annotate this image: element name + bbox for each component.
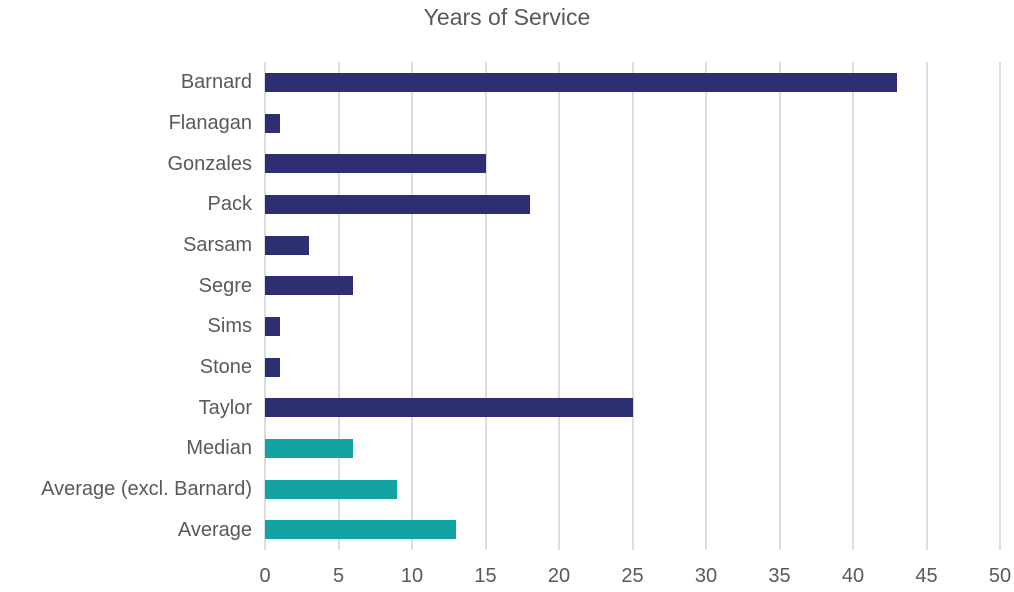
x-tick-label: 35	[768, 565, 791, 587]
gridline	[558, 62, 560, 550]
x-tick-label: 40	[841, 565, 865, 587]
category-label: Gonzales	[167, 152, 253, 175]
category-label: Median	[186, 437, 252, 460]
gridline	[925, 62, 928, 550]
category-label: Stone	[199, 356, 252, 378]
gridline	[999, 62, 1001, 550]
bar-pack	[265, 194, 530, 214]
bar-barnard	[265, 72, 898, 92]
x-tick-label: 25	[621, 565, 644, 587]
gridline	[778, 62, 781, 550]
bar-stone	[265, 357, 280, 377]
category-label: Average (excl. Barnard)	[41, 478, 252, 500]
bar-average-excl-barnard	[265, 479, 398, 499]
x-tick-label: 5	[332, 565, 345, 587]
gridline	[705, 62, 707, 550]
bar-gonzales	[265, 154, 486, 174]
gridline	[631, 62, 634, 550]
bar-segre	[265, 276, 354, 296]
x-tick-label: 15	[474, 565, 497, 587]
category-label: Segre	[198, 274, 252, 297]
x-tick-label: 45	[915, 565, 938, 587]
category-label: Average	[177, 518, 252, 541]
chart-title: Years of Service	[423, 4, 591, 30]
category-label: Flanagan	[168, 112, 252, 134]
x-tick-label: 20	[547, 565, 571, 587]
category-label: Barnard	[180, 71, 252, 94]
category-label: Sarsam	[183, 234, 252, 256]
bar-sims	[265, 316, 280, 336]
category-label: Pack	[207, 193, 252, 216]
x-tick-label: 0	[259, 565, 271, 587]
category-label: Sims	[207, 315, 252, 338]
gridline	[264, 62, 266, 550]
bar-taylor	[265, 398, 633, 418]
gridline	[411, 62, 413, 550]
x-tick-label: 50	[988, 565, 1012, 587]
bar-sarsam	[265, 235, 310, 255]
gridline	[337, 62, 340, 550]
bar-average	[265, 520, 457, 540]
x-tick-label: 30	[694, 565, 718, 587]
bar-flanagan	[265, 113, 280, 133]
category-label: Taylor	[198, 396, 252, 419]
bar-median	[265, 438, 354, 458]
x-tick-label: 10	[400, 565, 424, 587]
gridline	[484, 62, 487, 550]
gridline	[852, 62, 854, 550]
